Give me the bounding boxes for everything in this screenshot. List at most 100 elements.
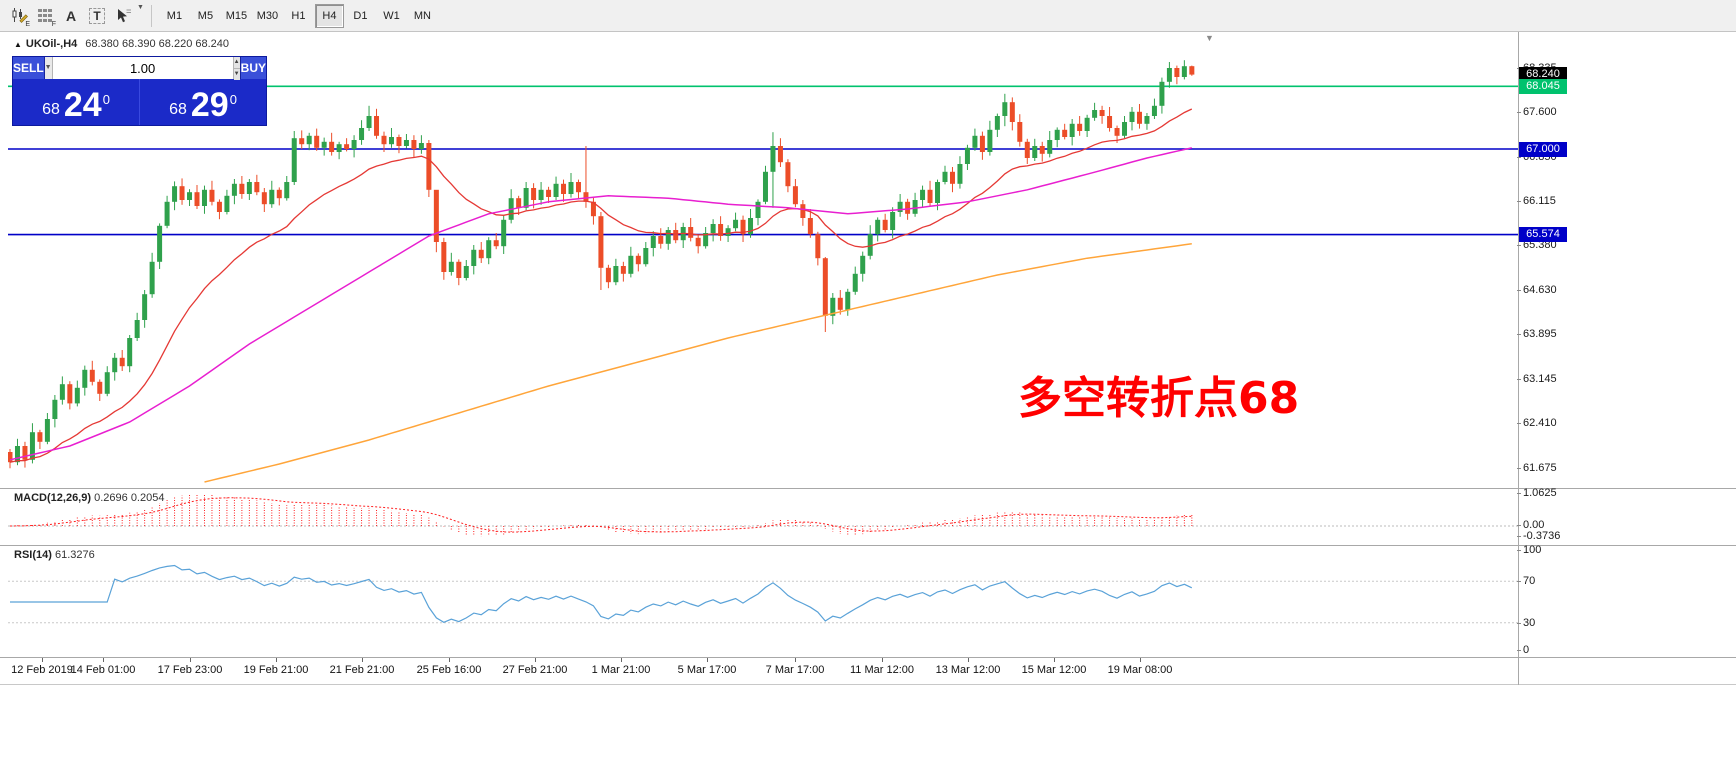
sell-price-button[interactable]: 68 24 0	[13, 79, 140, 125]
timeframe-button-m5[interactable]: M5	[197, 9, 214, 22]
candle	[22, 446, 28, 460]
time-axis-tick	[276, 658, 277, 662]
label-tool-icon[interactable]: T	[85, 4, 109, 28]
candle	[770, 146, 776, 172]
candle	[635, 255, 641, 265]
candle	[216, 201, 222, 212]
candle	[568, 182, 574, 194]
candle	[471, 249, 477, 266]
volume-up-icon[interactable]: ▲	[233, 57, 240, 69]
cursor-tool-dropdown-icon[interactable]: ▼	[137, 3, 144, 11]
candle	[643, 248, 649, 265]
sell-button[interactable]: SELL	[13, 57, 45, 79]
candle	[127, 338, 133, 367]
candle	[239, 183, 245, 194]
candle	[8, 452, 13, 463]
tool-icon-group: E F A T ▼	[6, 4, 144, 28]
candle	[942, 171, 948, 182]
timeframe-button-h1[interactable]: H1	[291, 9, 306, 22]
candle	[1054, 129, 1060, 140]
price-axis-label: 63.895	[1517, 328, 1557, 341]
candle	[1032, 146, 1038, 158]
candle	[44, 419, 50, 442]
candle	[935, 182, 941, 203]
candle	[1107, 116, 1113, 128]
candle	[411, 140, 417, 149]
candle	[875, 219, 881, 235]
time-axis-tick	[795, 658, 796, 662]
candle	[1024, 141, 1030, 158]
panel-separator[interactable]	[0, 545, 1736, 546]
candle	[740, 219, 746, 235]
candle	[388, 137, 394, 145]
candle	[665, 230, 671, 244]
candle	[1084, 117, 1090, 131]
buy-button[interactable]: BUY	[239, 57, 266, 79]
grid-tool-icon[interactable]: F	[33, 4, 57, 28]
volume-down-icon[interactable]: ▼	[233, 69, 240, 80]
indicators-tool-icon[interactable]: E	[7, 4, 31, 28]
candle	[688, 227, 694, 238]
candle	[755, 201, 761, 218]
candle	[246, 182, 252, 194]
cursor-tool-icon[interactable]	[111, 4, 135, 28]
candle	[112, 357, 118, 373]
candle	[359, 128, 365, 140]
ma-slow-line	[204, 243, 1192, 483]
time-axis-tick	[449, 658, 450, 662]
timeframe-button-w1[interactable]: W1	[383, 9, 400, 22]
time-axis-tick	[1054, 658, 1055, 662]
candle	[67, 384, 73, 404]
panel-separator[interactable]	[0, 488, 1736, 489]
timeframe-button-m30[interactable]: M30	[256, 9, 279, 22]
candle	[396, 137, 402, 146]
price-tag: 67.000	[1519, 141, 1567, 157]
sell-price-sup: 0	[102, 92, 110, 107]
symbol-name: UKOil-,H4	[25, 38, 78, 50]
price-axis-label: 66.115	[1517, 195, 1556, 208]
candle	[1009, 102, 1015, 122]
price-chart-canvas[interactable]	[8, 32, 1518, 488]
price-axis-label: 61.675	[1517, 461, 1557, 474]
toolbar-separator	[150, 4, 152, 27]
timeframe-button-mn[interactable]: MN	[413, 9, 431, 22]
buy-price-pips: 29	[190, 86, 229, 125]
candle	[418, 143, 424, 149]
candle	[59, 384, 65, 400]
candle	[82, 369, 88, 388]
candle	[912, 200, 918, 214]
time-axis[interactable]	[0, 658, 1736, 685]
volume-input[interactable]	[52, 57, 233, 79]
text-tool-icon[interactable]: A	[65, 7, 77, 24]
candle	[1062, 129, 1068, 137]
candle	[501, 219, 507, 247]
chart-shift-icon[interactable]: ▼	[1205, 33, 1214, 43]
one-click-trading-panel: SELL ▼ ▲ ▼ BUY 68 24 0 68 29 0	[12, 56, 267, 126]
sell-price-main: 68	[42, 101, 60, 118]
candle	[972, 135, 978, 148]
candle	[119, 357, 125, 367]
candle	[979, 135, 985, 152]
candle	[762, 171, 768, 202]
volume-dropdown-icon[interactable]: ▼	[44, 57, 53, 79]
time-axis-tick	[190, 658, 191, 662]
timeframe-button-m15[interactable]: M15	[225, 9, 248, 22]
candle	[209, 189, 215, 202]
timeframe-button-h4[interactable]: H4	[314, 3, 344, 28]
timeframe-button-d1[interactable]: D1	[353, 9, 368, 22]
candle	[531, 188, 537, 200]
buy-price-button[interactable]: 68 29 0	[140, 79, 266, 125]
candle	[1039, 146, 1045, 154]
candle	[1099, 110, 1105, 116]
timeframe-button-m1[interactable]: M1	[166, 9, 183, 22]
candle	[590, 201, 596, 217]
candle	[426, 143, 432, 190]
candle	[1136, 111, 1142, 124]
rsi-axis-label: 30	[1516, 616, 1536, 629]
candle	[164, 201, 170, 226]
candle	[867, 234, 873, 256]
indicators-tool-icon-badge: E	[25, 20, 30, 28]
candle	[800, 204, 806, 218]
buy-price-main: 68	[169, 101, 187, 118]
